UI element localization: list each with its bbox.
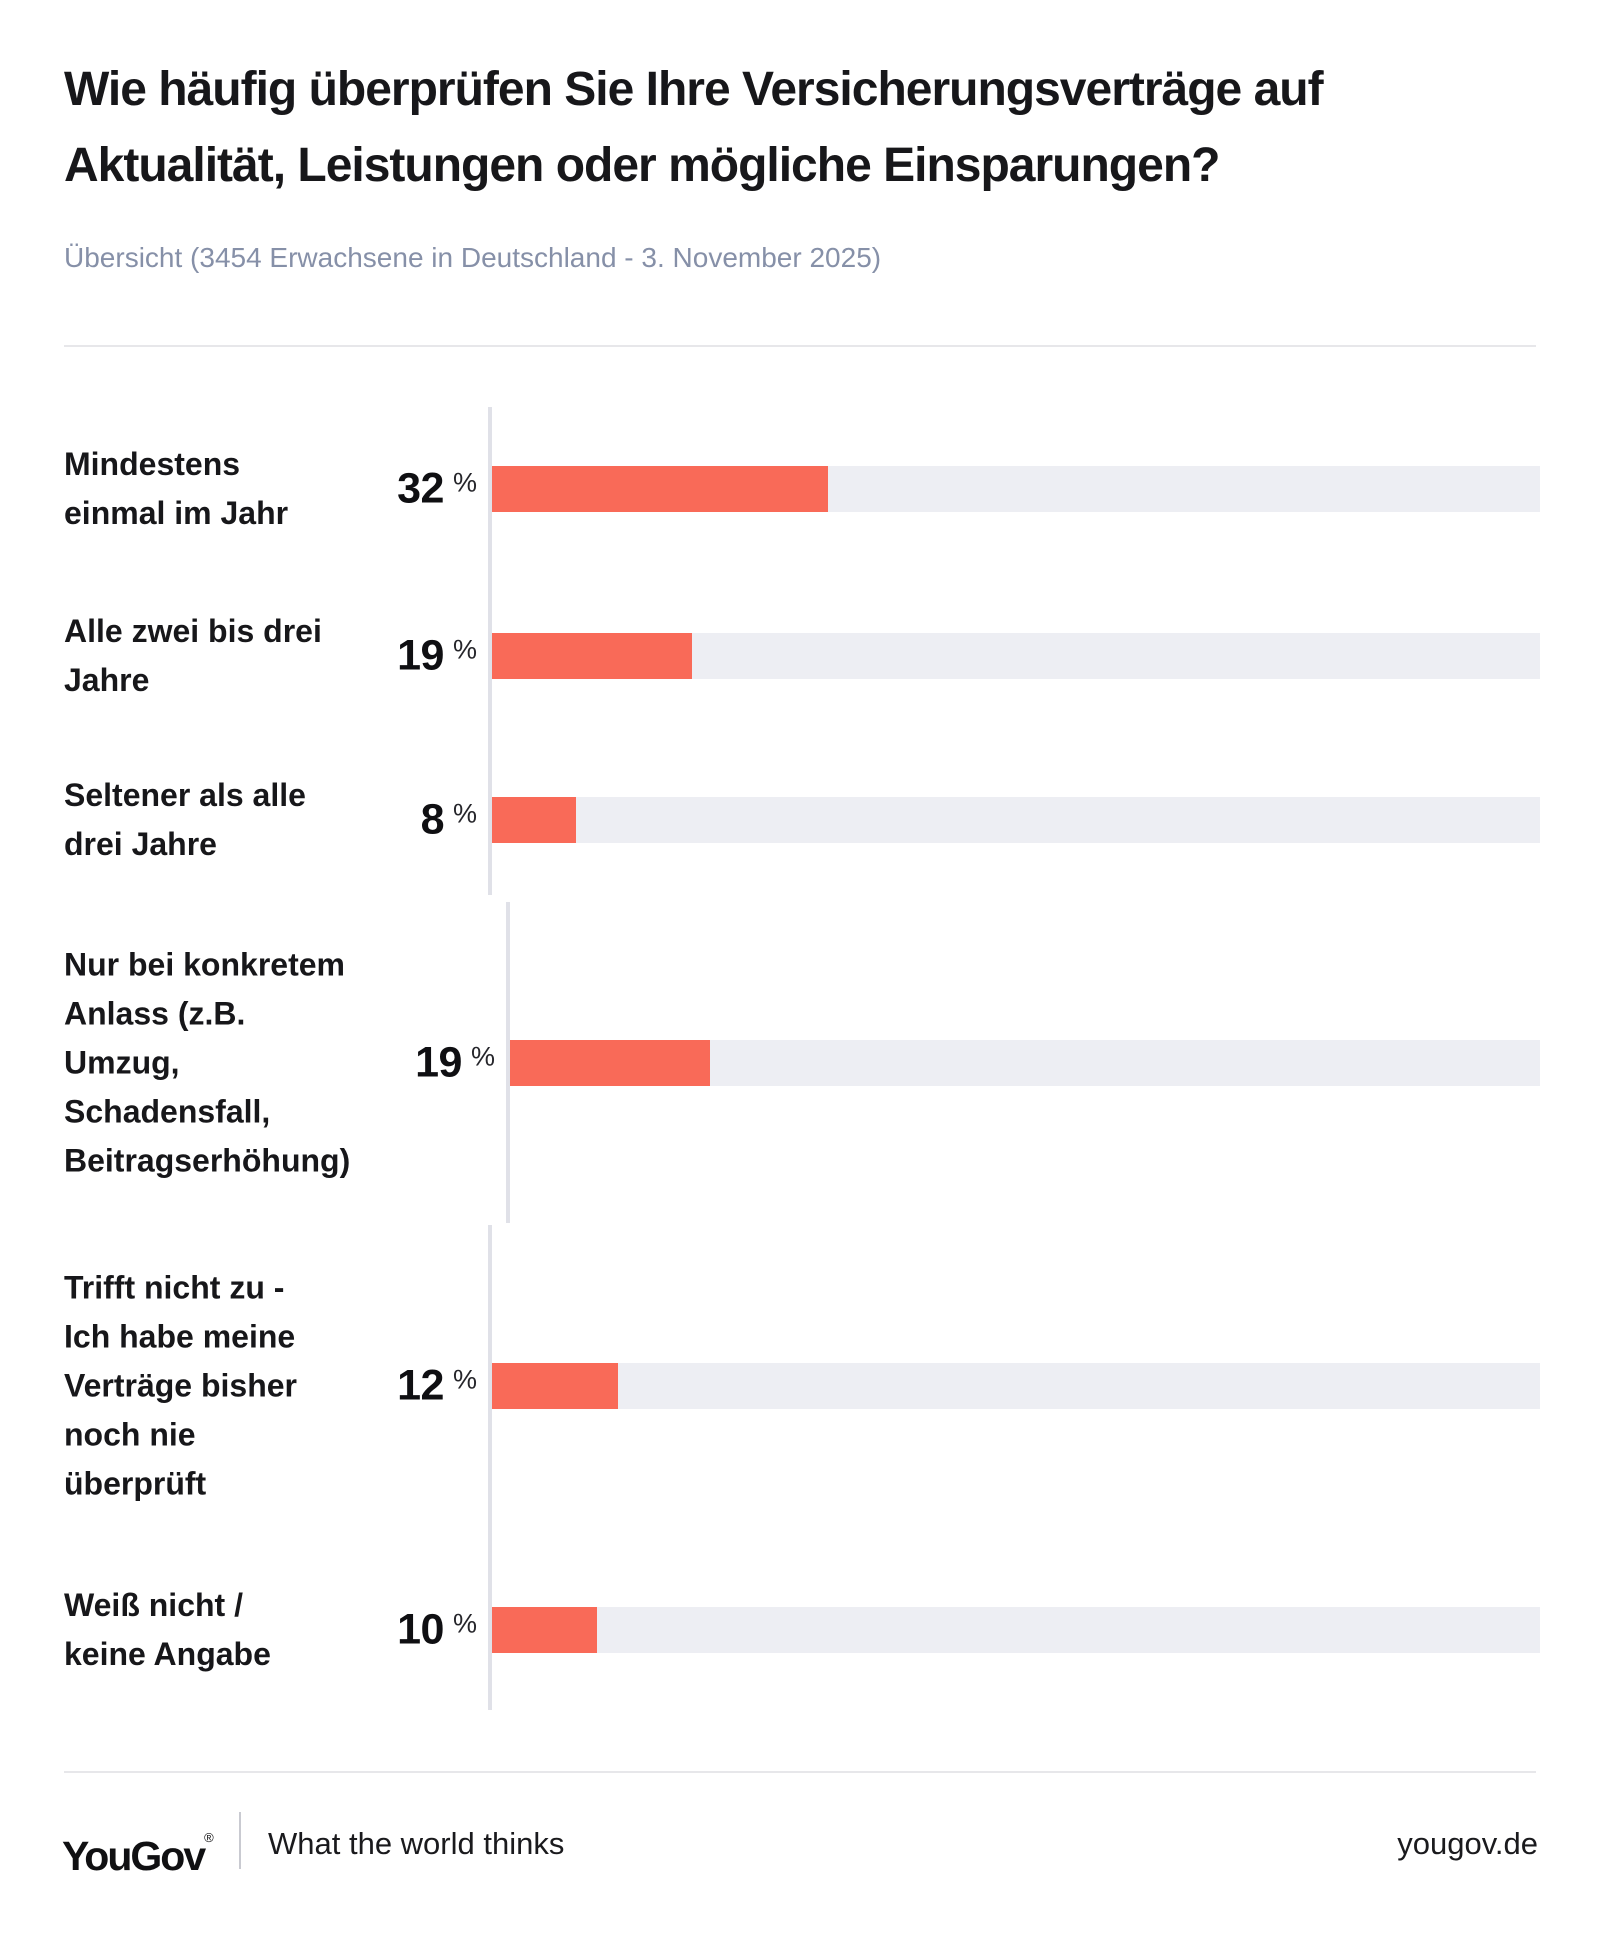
value-label: 19% <box>397 631 477 680</box>
value-label: 10% <box>397 1605 477 1654</box>
row-label-line: noch nie <box>64 1416 196 1453</box>
row-label: Seltener als alle drei Jahre <box>64 771 306 869</box>
bar-fill <box>510 1040 710 1086</box>
row-label: Trifft nicht zu - Ich habe meine Verträge … <box>64 1264 297 1509</box>
page-title-line-2: Aktualität, Leistungen oder mögliche Ein… <box>64 139 1220 192</box>
footer-separator <box>239 1812 241 1869</box>
value-label: 19% <box>415 1038 495 1087</box>
bar-fill <box>492 1607 597 1653</box>
row-label-line: Mindestens <box>64 446 241 482</box>
row-label: Alle zwei bis drei Jahre <box>64 607 322 705</box>
row-label-line: einmal im Jahr <box>64 495 289 531</box>
footer-tagline: What the world thinks <box>268 1826 565 1861</box>
percent-sign: % <box>452 467 477 498</box>
value-number: 10 <box>397 1605 444 1654</box>
percent-sign: % <box>452 634 477 665</box>
header-divider <box>64 345 1536 347</box>
bar-fill <box>492 633 692 679</box>
percent-sign: % <box>452 1608 477 1639</box>
row-label: Mindestens einmal im Jahr <box>64 440 288 538</box>
value-number: 19 <box>397 631 444 680</box>
row-label: Nur bei konkretem Anlass (z.B. Umzug, Schad… <box>64 941 350 1186</box>
row-label-line: Weiß nicht / <box>64 1587 243 1623</box>
bar-track <box>492 1363 1540 1409</box>
value-number: 19 <box>415 1038 462 1087</box>
value-number: 32 <box>397 464 444 513</box>
row-label-line: überprüft <box>64 1465 207 1502</box>
row-label-line: Umzug, <box>64 1044 180 1081</box>
row-label-line: Jahre <box>64 662 150 698</box>
percent-sign: % <box>452 798 477 829</box>
row-label-line: Verträge bisher <box>64 1367 297 1404</box>
bar-fill <box>492 466 828 512</box>
row-label-line: Schadensfall, <box>64 1093 271 1130</box>
footer-website: yougov.de <box>1397 1826 1538 1861</box>
row-label-line: drei Jahre <box>64 826 217 862</box>
percent-sign: % <box>470 1041 495 1072</box>
row-label-line: Trifft nicht zu - <box>64 1269 285 1306</box>
axis-line-segment-2 <box>506 902 510 1223</box>
value-label: 32% <box>397 464 477 513</box>
yougov-logo-text: YouGov <box>62 1833 206 1879</box>
bar-fill <box>492 1363 618 1409</box>
percent-sign: % <box>452 1364 477 1395</box>
value-number: 12 <box>397 1361 444 1410</box>
row-label-line: Anlass (z.B. <box>64 995 246 1032</box>
registered-trademark-icon: ® <box>204 1830 214 1845</box>
axis-line-segment-3 <box>488 1225 492 1710</box>
row-label-line: Beitragserhöhung) <box>64 1142 351 1179</box>
value-label: 8% <box>420 795 477 844</box>
bar-track <box>492 797 1540 843</box>
page-title-line-1: Wie häufig überprüfen Sie Ihre Versicher… <box>64 63 1324 116</box>
row-label-line: keine Angabe <box>64 1636 271 1672</box>
row-label-line: Ich habe meine <box>64 1318 296 1355</box>
bar-fill <box>492 797 576 843</box>
value-number: 8 <box>420 795 445 844</box>
page-title: Wie häufig überprüfen Sie Ihre Versicher… <box>64 52 1544 204</box>
row-label: Weiß nicht / keine Angabe <box>64 1581 271 1679</box>
row-label-line: Seltener als alle <box>64 777 306 813</box>
yougov-logo: YouGov® <box>62 1816 214 1878</box>
row-label-line: Nur bei konkretem <box>64 946 345 983</box>
chart-subtitle: Übersicht (3454 Erwachsene in Deutschlan… <box>64 242 882 273</box>
value-label: 12% <box>397 1361 477 1410</box>
axis-line-segment-1 <box>488 407 492 895</box>
row-label-line: Alle zwei bis drei <box>64 613 322 649</box>
footer-divider <box>64 1771 1536 1773</box>
bar-track <box>492 1607 1540 1653</box>
